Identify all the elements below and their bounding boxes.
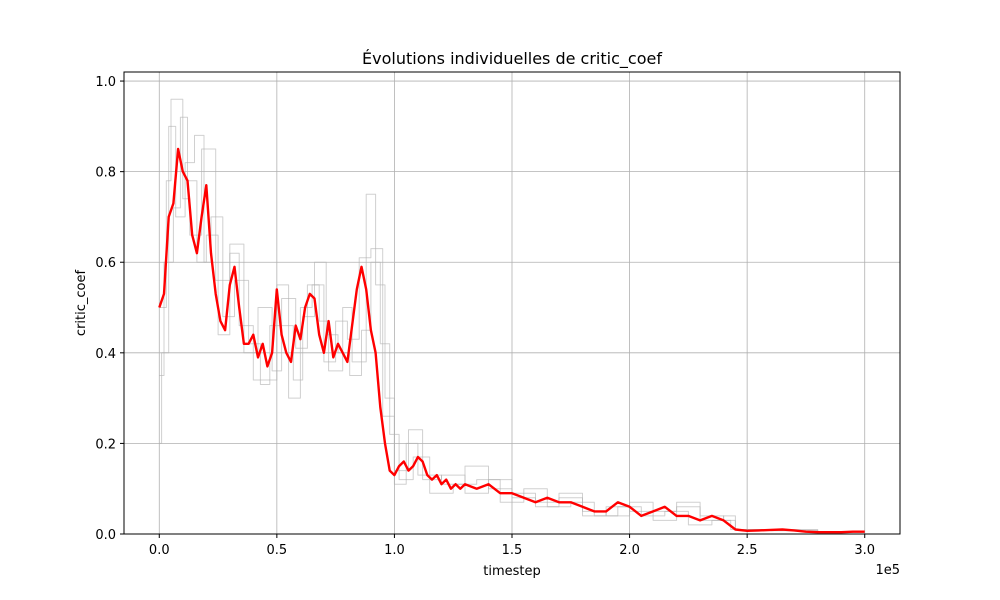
plot-frame xyxy=(123,71,901,535)
grid-lines xyxy=(124,72,900,535)
mean-series xyxy=(158,147,865,534)
x-axis-ticks: 0.0 0.5 1.0 1.5 2.0 2.5 3.0 xyxy=(149,534,875,558)
x-axis-label: timestep xyxy=(483,564,541,579)
x-tick-label: 1.0 xyxy=(384,543,405,558)
y-tick-label: 0.0 xyxy=(95,528,116,543)
y-tick-label: 0.2 xyxy=(95,437,116,452)
individual-run-line xyxy=(159,98,865,533)
x-tick-label: 0.0 xyxy=(149,543,170,558)
mean-line xyxy=(158,147,865,534)
y-tick-label: 0.6 xyxy=(95,256,116,271)
x-tick-label: 1.5 xyxy=(502,543,523,558)
y-tick-label: 1.0 xyxy=(95,75,116,90)
x-tick-label: 0.5 xyxy=(267,543,288,558)
chart-title: Évolutions individuelles de critic_coef xyxy=(362,49,662,69)
x-tick-label: 2.5 xyxy=(737,543,758,558)
x-axis-offset-label: 1e5 xyxy=(875,563,900,578)
x-tick-label: 2.0 xyxy=(619,543,640,558)
y-axis-ticks: 0.0 0.2 0.4 0.6 0.8 1.0 xyxy=(95,75,124,543)
y-tick-label: 0.4 xyxy=(95,347,116,362)
individual-run-line xyxy=(159,125,865,533)
y-axis-label: critic_coef xyxy=(74,270,89,337)
x-tick-label: 3.0 xyxy=(854,543,875,558)
y-tick-label: 0.8 xyxy=(95,166,116,181)
individual-series xyxy=(159,98,865,533)
